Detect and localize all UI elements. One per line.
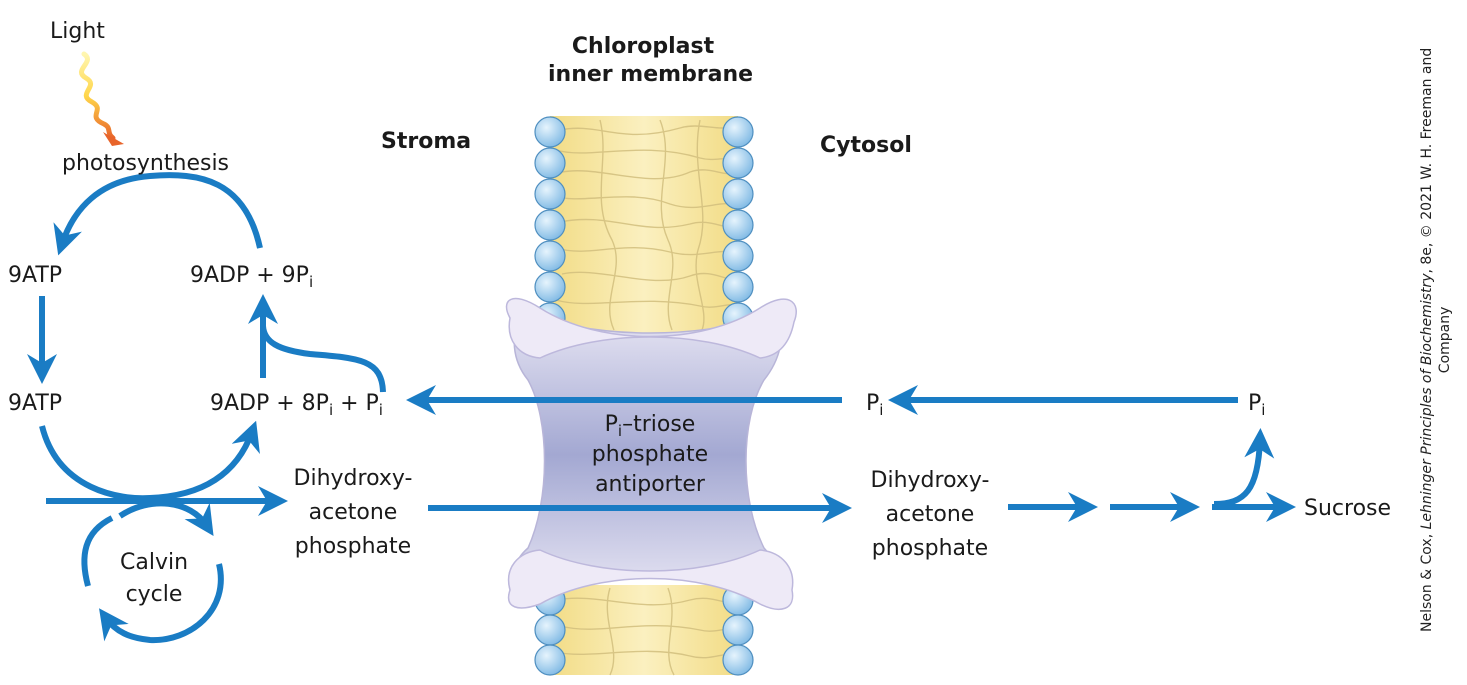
dhap-left-line1: Dihydroxy- bbox=[293, 466, 413, 491]
adp-top-main: 9ADP + 9P bbox=[190, 263, 309, 288]
credit-line2: Company bbox=[1437, 306, 1453, 374]
lipid-heads bbox=[534, 116, 754, 676]
atp-top-label: 9ATP bbox=[8, 263, 63, 288]
adp-top-sub: i bbox=[308, 273, 314, 291]
dhap-left-line3: phosphate bbox=[294, 534, 412, 559]
lipid-head bbox=[722, 240, 754, 272]
lipid-head bbox=[534, 240, 566, 272]
lipid-head bbox=[722, 147, 754, 179]
credit-line1: Nelson & Cox, Lehninger Principles of Bi… bbox=[1418, 48, 1436, 632]
pi-right-sub: i bbox=[1261, 401, 1266, 419]
pi-right-p: P bbox=[1248, 391, 1262, 416]
lipid-head bbox=[534, 644, 566, 676]
antiporter-line3: antiporter bbox=[595, 472, 705, 497]
antiporter-protein bbox=[505, 297, 797, 610]
copyright-credit: Nelson & Cox, Lehninger Principles of Bi… bbox=[1418, 48, 1454, 632]
calvin-line2: cycle bbox=[125, 582, 183, 607]
membrane-bilayer-bottom bbox=[550, 585, 738, 676]
lipid-head bbox=[722, 644, 754, 676]
credit-title: Lehninger Principles of Biochemistry bbox=[1419, 273, 1435, 530]
lipid-head bbox=[534, 614, 566, 646]
chloroplast-membrane-line2: inner membrane bbox=[548, 62, 754, 87]
lipid-head bbox=[722, 209, 754, 241]
pi-mid-sub: i bbox=[879, 401, 884, 419]
calvin-line1: Calvin bbox=[119, 550, 189, 575]
arrow-sucrose-to-pi bbox=[1213, 428, 1275, 507]
antiporter-line1-rest: –triose bbox=[622, 412, 696, 437]
credit-suffix: , 8e, © 2021 W. H. Freeman and bbox=[1419, 47, 1435, 274]
arrow-calvin-left bbox=[81, 515, 114, 587]
pi-right-label: Pi bbox=[1248, 390, 1265, 418]
antiporter-line2: phosphate bbox=[591, 442, 709, 467]
antiporter-line1: Pi–triose bbox=[560, 410, 740, 440]
arrow-calvin-top bbox=[118, 500, 214, 537]
dhap-right-line1: Dihydroxy- bbox=[870, 468, 990, 493]
chloroplast-membrane-line1: Chloroplast bbox=[571, 34, 715, 59]
atp-bottom-label: 9ATP bbox=[8, 391, 63, 416]
cytosol-label: Cytosol bbox=[820, 133, 912, 158]
credit-prefix: Nelson & Cox, bbox=[1419, 529, 1435, 632]
dhap-right-line3: phosphate bbox=[871, 536, 989, 561]
lipid-head bbox=[722, 116, 754, 148]
adp-bottom-sub1: i bbox=[328, 401, 334, 419]
antiporter-sub: i bbox=[617, 422, 623, 440]
dhap-right-label: Dihydroxy- acetone phosphate bbox=[855, 464, 1005, 566]
adp-top-label: 9ADP + 9Pi bbox=[190, 262, 313, 290]
adp-bottom-sub2: i bbox=[378, 401, 383, 419]
lipid-head bbox=[534, 147, 566, 179]
arrow-calvin-right bbox=[99, 563, 224, 644]
antiporter-p: P bbox=[604, 412, 618, 437]
arrows bbox=[27, 172, 1296, 644]
arrow-photosynthesis-to-atp bbox=[53, 172, 263, 256]
arrow-pi-branch bbox=[260, 325, 386, 393]
pi-mid-p: P bbox=[866, 391, 880, 416]
antiporter-label: Pi–triose phosphate antiporter bbox=[560, 410, 740, 500]
lipid-head bbox=[722, 271, 754, 303]
pi-mid-label: Pi bbox=[866, 390, 883, 418]
calvin-cycle-label: Calvin cycle bbox=[104, 547, 204, 611]
lipid-head bbox=[534, 178, 566, 210]
sucrose-label: Sucrose bbox=[1304, 496, 1392, 521]
lipid-head bbox=[722, 178, 754, 210]
lipid-head bbox=[534, 209, 566, 241]
membrane-bilayer-top bbox=[550, 116, 738, 336]
dhap-left-label: Dihydroxy- acetone phosphate bbox=[280, 462, 426, 564]
arrow-atp-to-adp-arc bbox=[39, 420, 260, 502]
adp-bottom-a: 9ADP + 8P bbox=[210, 391, 329, 416]
lipid-head bbox=[722, 614, 754, 646]
adp-bottom-b: + P bbox=[333, 391, 379, 416]
light-wave-icon bbox=[79, 51, 124, 146]
adp-bottom-label: 9ADP + 8Pi + Pi bbox=[210, 390, 383, 418]
chloroplast-membrane-title: Chloroplast inner membrane bbox=[548, 33, 754, 89]
lipid-head bbox=[534, 116, 566, 148]
lipid-head bbox=[534, 271, 566, 303]
photosynthesis-label: photosynthesis bbox=[62, 151, 230, 176]
dhap-right-line2: acetone bbox=[885, 502, 975, 527]
light-label: Light bbox=[50, 19, 105, 44]
stroma-label: Stroma bbox=[381, 129, 472, 154]
dhap-left-line2: acetone bbox=[308, 500, 398, 525]
